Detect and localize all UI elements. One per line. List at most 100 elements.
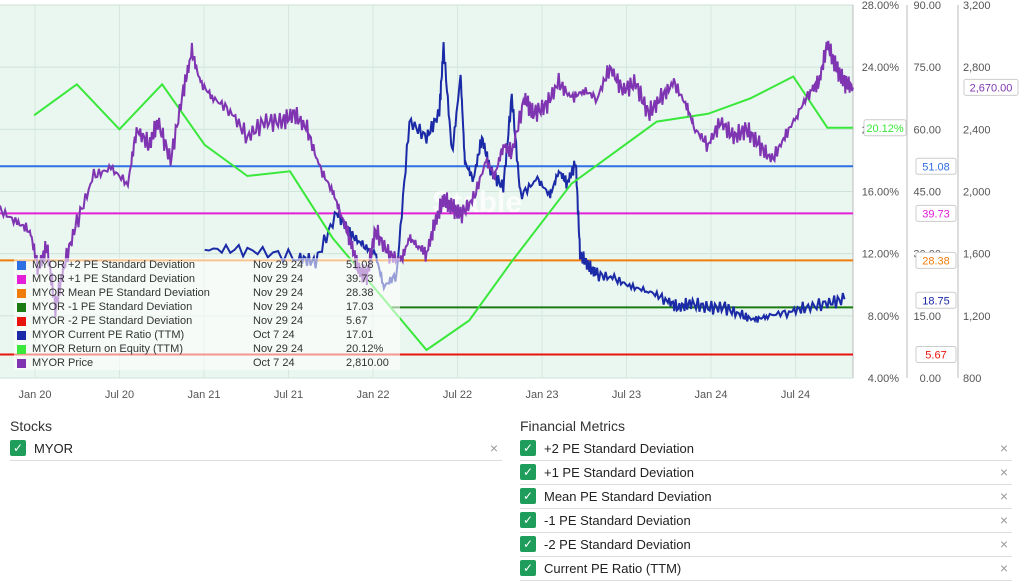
value-badge-box (915, 346, 957, 364)
legend-item: MYOR Return on Equity (TTM) Nov 29 24 20.1… (14, 342, 400, 356)
legend-name: MYOR -1 PE Standard Deviation (32, 301, 193, 313)
legend-value: 17.01 (346, 329, 374, 341)
value-badge-box (863, 119, 907, 137)
close-icon[interactable]: × (999, 560, 1009, 576)
legend-value: 2,810.00 (346, 357, 389, 369)
close-icon[interactable]: × (489, 440, 499, 456)
check-icon[interactable]: ✓ (10, 440, 26, 456)
y-tick-label: 60.00 (913, 124, 941, 136)
close-icon[interactable]: × (999, 512, 1009, 528)
value-badge: 51.08 (915, 157, 957, 175)
value-badge: 2,670.00 (963, 78, 1019, 96)
check-icon[interactable]: ✓ (520, 536, 536, 552)
legend-item: MYOR Mean PE Standard Deviation Nov 29 24… (14, 286, 400, 300)
metric-label: Mean PE Standard Deviation (544, 488, 712, 504)
y-tick-label: 12.00% (862, 249, 900, 261)
x-tick-label: Jan 23 (525, 389, 558, 400)
legend-date: Nov 29 24 (253, 343, 304, 355)
y-tick-label: 1,600 (963, 249, 991, 261)
series-line (0, 40, 854, 318)
value-badge-box (915, 204, 957, 222)
check-icon[interactable]: ✓ (520, 440, 536, 456)
value-badge-text: 2,670.00 (970, 82, 1013, 94)
legend-name: MYOR Return on Equity (TTM) (32, 343, 183, 355)
y-tick-label: 16.00% (862, 187, 900, 199)
y-tick-label: 800 (963, 373, 981, 385)
metric-row: ✓ -1 PE Standard Deviation × (520, 508, 1012, 533)
legend-date: Nov 29 24 (253, 287, 304, 299)
close-icon[interactable]: × (999, 488, 1009, 504)
metric-label: +2 PE Standard Deviation (544, 440, 694, 456)
y-tick-label: 2,800 (963, 62, 991, 74)
stock-label: MYOR (34, 440, 73, 456)
legend-item: MYOR Current PE Ratio (TTM) Oct 7 24 17.01 (14, 328, 400, 342)
y-tick-label: 8.00% (868, 311, 899, 323)
stocks-title: Stocks (10, 418, 53, 434)
x-tick-label: Jul 21 (274, 389, 303, 400)
value-badge-text: 39.73 (922, 208, 950, 220)
y-tick-label: 4.00% (868, 373, 899, 385)
metric-row: ✓ -2 PE Standard Deviation × (520, 532, 1012, 557)
metric-label: +1 PE Standard Deviation (544, 464, 694, 480)
y-tick-label: 2,400 (963, 124, 991, 136)
value-badge-text: 18.75 (922, 295, 950, 307)
value-badge: 18.75 (915, 291, 957, 309)
value-badge-box (915, 157, 957, 175)
check-icon[interactable]: ✓ (520, 464, 536, 480)
legend-value: 28.38 (346, 287, 374, 299)
metric-row: ✓ +1 PE Standard Deviation × (520, 460, 1012, 485)
series-line (33, 75, 853, 352)
value-badge-box (915, 251, 957, 269)
check-icon[interactable]: ✓ (520, 488, 536, 504)
legend-date: Nov 29 24 (253, 315, 304, 327)
legend-item: MYOR +2 PE Standard Deviation Nov 29 24 51… (14, 258, 400, 272)
x-tick-label: Jan 21 (187, 389, 220, 400)
legend-name: MYOR -2 PE Standard Deviation (32, 315, 193, 327)
y-tick-label: 90.00 (913, 0, 941, 12)
metric-row: ✓ Mean PE Standard Deviation × (520, 484, 1012, 509)
legend-name: MYOR Current PE Ratio (TTM) (32, 329, 185, 341)
value-badge-text: 5.67 (925, 350, 946, 362)
check-icon[interactable]: ✓ (520, 560, 536, 576)
value-badge-text: 20.12% (866, 123, 904, 135)
legend-swatch (17, 274, 26, 284)
close-icon[interactable]: × (999, 440, 1009, 456)
y-tick-label: 2,000 (963, 187, 991, 199)
value-badge-box (915, 291, 957, 309)
legend-item: MYOR Price Oct 7 24 2,810.00 (14, 356, 400, 370)
legend-value: 17.03 (346, 301, 374, 313)
metric-label: -1 PE Standard Deviation (544, 512, 691, 528)
value-badge: 5.67 (915, 346, 957, 364)
x-tick-label: Jul 22 (443, 389, 472, 400)
legend-swatch (17, 288, 26, 298)
legend-name: MYOR +1 PE Standard Deviation (32, 273, 195, 285)
legend-value: 20.12% (346, 343, 384, 355)
legend-date: Nov 29 24 (253, 259, 304, 271)
metrics-title: Financial Metrics (520, 418, 626, 434)
y-tick-label: 3,200 (963, 0, 991, 12)
metric-label: -2 PE Standard Deviation (544, 536, 691, 552)
x-tick-label: Jul 24 (781, 389, 810, 400)
check-icon[interactable]: ✓ (520, 512, 536, 528)
chart-legend: MYOR +2 PE Standard Deviation Nov 29 24 51… (14, 258, 400, 370)
metric-row: ✓ Current PE Ratio (TTM) × (520, 556, 1012, 581)
x-tick-label: Jan 24 (694, 389, 727, 400)
legend-swatch (17, 344, 26, 354)
legend-item: MYOR +1 PE Standard Deviation Nov 29 24 39… (14, 272, 400, 286)
metric-label: Current PE Ratio (TTM) (544, 560, 682, 576)
legend-value: 39.73 (346, 273, 374, 285)
legend-swatch (17, 302, 26, 312)
x-tick-label: Jan 20 (18, 389, 51, 400)
legend-item: MYOR -1 PE Standard Deviation Nov 29 24 17… (14, 300, 400, 314)
value-badge: 20.12% (863, 119, 907, 137)
x-tick-label: Jul 20 (105, 389, 134, 400)
legend-date: Oct 7 24 (253, 329, 295, 341)
y-tick-label: 28.00% (862, 0, 900, 12)
legend-date: Nov 29 24 (253, 273, 304, 285)
legend-value: 5.67 (346, 315, 368, 327)
close-icon[interactable]: × (999, 464, 1009, 480)
y-tick-label: 45.00 (913, 187, 941, 199)
legend-name: MYOR Mean PE Standard Deviation (32, 287, 210, 299)
close-icon[interactable]: × (999, 536, 1009, 552)
legend-swatch (17, 358, 26, 368)
